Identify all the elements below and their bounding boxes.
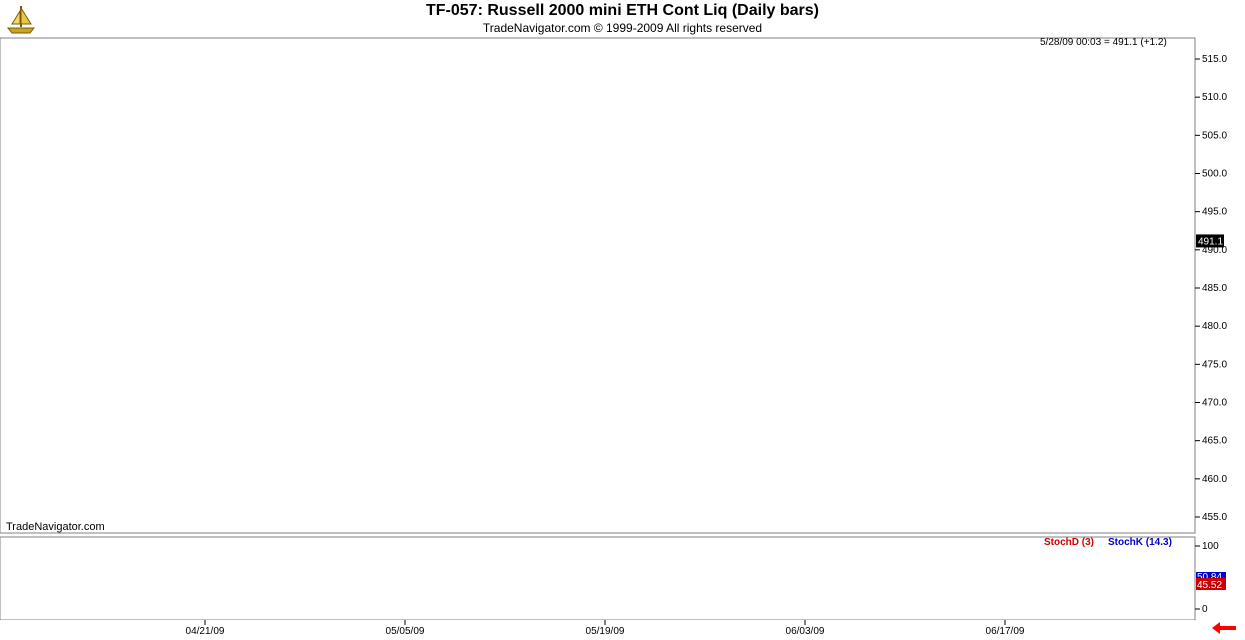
y-tick-label: 460.0	[1202, 474, 1227, 485]
stoch-tick-label: 0	[1202, 604, 1208, 615]
y-tick-label: 480.0	[1202, 321, 1227, 332]
scroll-left-arrow-icon[interactable]	[1212, 622, 1236, 634]
y-tick-label: 495.0	[1202, 207, 1227, 218]
y-tick-label: 505.0	[1202, 130, 1227, 141]
x-tick-label: 06/03/09	[786, 626, 825, 637]
y-tick-label: 515.0	[1202, 54, 1227, 65]
axes: 455.0 460.0 465.0 470.0 475.0 480.0 485.0 490.0…	[0, 37, 1236, 640]
arrow-shape	[1212, 622, 1236, 634]
chart-subtitle: TradeNavigator.com © 1999-2009 All right…	[482, 21, 763, 35]
stochd-value-label: 45.52	[1197, 580, 1222, 591]
stochd-label: StochD (3)	[1044, 537, 1094, 548]
y-tick-label: 510.0	[1202, 92, 1227, 103]
quote-readout: 5/28/09 00:03 = 491.1 (+1.2)	[1040, 37, 1167, 48]
last-price-tag	[1196, 234, 1224, 248]
watermark-text: TradeNavigator.com	[6, 521, 105, 533]
last-price-label: 491.1	[1198, 236, 1223, 247]
y-tick-label: 485.0	[1202, 283, 1227, 294]
y-tick-label: 455.0	[1202, 512, 1227, 523]
date-axis-band	[0, 620, 1195, 640]
y-tick-label: 465.0	[1202, 436, 1227, 447]
stochd-value-tag	[1196, 578, 1226, 590]
ship-wheel-icon[interactable]	[4, 2, 38, 36]
y-tick-label: 500.0	[1202, 169, 1227, 180]
x-tick-label: 05/05/09	[386, 626, 425, 637]
stoch-frame	[0, 536, 1196, 621]
stoch-tick-label: 100	[1202, 541, 1219, 552]
y-tick-label: 470.0	[1202, 398, 1227, 409]
x-tick-label: 04/21/09	[186, 626, 225, 637]
x-tick-label: 05/19/09	[586, 626, 625, 637]
y-tick-label: 490.0	[1202, 245, 1227, 256]
stochk-value-label: 50.84	[1197, 572, 1222, 583]
y-tick-label: 475.0	[1202, 359, 1227, 370]
price-frame	[0, 37, 1196, 534]
stochk-value-tag	[1196, 572, 1226, 581]
stochk-label: StochK (14.3)	[1108, 537, 1172, 548]
chart-header: TF-057: Russell 2000 mini ETH Cont Liq (…	[0, 0, 1245, 38]
chart-title: TF-057: Russell 2000 mini ETH Cont Liq (…	[426, 2, 819, 19]
x-tick-label: 06/17/09	[986, 626, 1025, 637]
